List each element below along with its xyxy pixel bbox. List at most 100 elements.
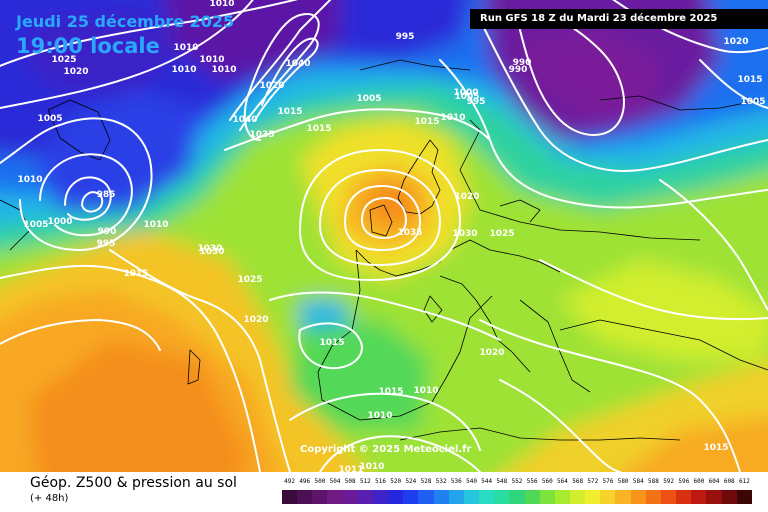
svg-text:1005: 1005 <box>740 97 765 107</box>
color-scale-tick-label: 584 <box>632 478 644 485</box>
color-scale-swatch <box>403 490 419 504</box>
svg-text:1015: 1015 <box>277 107 302 117</box>
color-scale-swatch <box>479 490 495 504</box>
color-scale-swatch <box>706 490 722 504</box>
color-scale-swatch <box>615 490 631 504</box>
color-scale-tick-label: 612 <box>738 478 750 485</box>
forecast-lead-time: (+ 48h) <box>30 493 69 504</box>
svg-text:1020: 1020 <box>243 315 268 325</box>
synoptic-map: 1010 1010 1010 1010 1040 1020 1010 1025 … <box>0 0 768 472</box>
color-scale-swatch <box>554 490 570 504</box>
svg-text:1035: 1035 <box>249 130 274 140</box>
color-scale-tick-label: 552 <box>511 478 523 485</box>
color-scale-swatch <box>494 490 510 504</box>
map-title: Géop. Z500 & pression au sol <box>30 475 237 491</box>
svg-text:1030: 1030 <box>199 247 224 257</box>
color-scale-swatch <box>539 490 555 504</box>
svg-text:990: 990 <box>98 227 117 237</box>
color-scale-swatch <box>372 490 389 504</box>
model-run-banner: Run GFS 18 Z du Mardi 23 décembre 2025 <box>470 9 768 29</box>
svg-text:1035: 1035 <box>397 228 422 238</box>
color-scale-tick-label: 520 <box>390 478 402 485</box>
color-scale-swatch <box>736 490 752 504</box>
color-scale-tick-label: 504 <box>329 478 341 485</box>
svg-text:1010: 1010 <box>209 0 234 9</box>
svg-text:1040: 1040 <box>232 115 257 125</box>
color-scale-tick-label: 516 <box>375 478 386 485</box>
color-scale-tick-label: 500 <box>314 478 326 485</box>
color-scale-tick-label: 572 <box>587 478 599 485</box>
color-scale-tick-label: 576 <box>602 478 614 485</box>
svg-text:1020: 1020 <box>259 81 284 91</box>
color-scale-tick-label: 536 <box>450 478 462 485</box>
color-scale-swatch <box>418 490 434 504</box>
color-scale-swatch <box>660 490 677 504</box>
color-scale-tick-label: 544 <box>481 478 493 485</box>
svg-text:1010: 1010 <box>211 65 236 75</box>
color-scale-swatch <box>645 490 661 504</box>
color-scale-tick-label: 560 <box>541 478 553 485</box>
svg-text:995: 995 <box>97 239 116 249</box>
color-scale-swatch <box>297 490 313 504</box>
color-scale-tick-label: 564 <box>557 478 568 485</box>
color-scale-tick-label: 512 <box>359 478 371 485</box>
svg-text:1030: 1030 <box>452 229 477 239</box>
svg-text:1000: 1000 <box>47 217 72 227</box>
color-scale-tick-label: 492 <box>284 478 295 485</box>
isobars <box>0 0 768 472</box>
svg-text:1030: 1030 <box>197 244 222 254</box>
color-scale-tick-label: 524 <box>405 478 417 485</box>
svg-text:1010: 1010 <box>367 411 392 421</box>
color-scale-swatch <box>676 490 692 504</box>
color-scale-swatch <box>433 490 449 504</box>
color-scale-tick-label: 604 <box>708 478 720 485</box>
color-scale-swatch <box>509 490 525 504</box>
svg-text:1025: 1025 <box>237 275 262 285</box>
svg-text:1025: 1025 <box>51 55 76 65</box>
svg-text:1000: 1000 <box>453 88 478 98</box>
svg-text:1020: 1020 <box>723 37 748 47</box>
svg-text:1015: 1015 <box>737 75 762 85</box>
color-scale-tick-label: 548 <box>496 478 508 485</box>
color-scale-tick-label: 580 <box>617 478 629 485</box>
svg-text:1010: 1010 <box>359 462 384 472</box>
svg-text:1040: 1040 <box>285 59 310 69</box>
color-scale-ticks: 492 496 500 504 508 512 516 520 524 528 532 536 540 5… <box>282 478 752 488</box>
forecast-date: Jeudi 25 décembre 2025 <box>16 12 235 31</box>
color-scale-tick-label: 592 <box>663 478 675 485</box>
color-scale-swatch <box>691 490 707 504</box>
svg-text:1015: 1015 <box>306 124 331 134</box>
svg-text:990: 990 <box>509 65 528 75</box>
color-scale-tick-label: 600 <box>693 478 705 485</box>
color-scale-tick-label: 532 <box>435 478 447 485</box>
color-scale-tick-label: 496 <box>299 478 311 485</box>
svg-text:1015: 1015 <box>703 443 728 453</box>
svg-text:1010: 1010 <box>413 386 438 396</box>
color-scale-swatch <box>630 490 646 504</box>
svg-text:995: 995 <box>396 32 415 42</box>
svg-text:1010: 1010 <box>17 175 42 185</box>
color-scale-tick-label: 568 <box>572 478 584 485</box>
svg-text:1020: 1020 <box>63 67 88 77</box>
svg-text:1010: 1010 <box>440 113 465 123</box>
svg-text:1015: 1015 <box>378 387 403 397</box>
coastlines <box>0 59 768 441</box>
color-scale-tick-label: 556 <box>526 478 538 485</box>
copyright-notice: Copyright © 2025 Meteociel.fr <box>300 444 472 455</box>
color-scale-swatch <box>600 490 616 504</box>
color-scale-swatch <box>388 490 404 504</box>
svg-text:1005: 1005 <box>37 114 62 124</box>
svg-text:990: 990 <box>513 58 532 68</box>
svg-text:1025: 1025 <box>489 229 514 239</box>
svg-text:1020: 1020 <box>479 348 504 358</box>
color-scale-swatch <box>463 490 480 504</box>
svg-text:1010: 1010 <box>199 55 224 65</box>
color-scale-tick-label: 588 <box>648 478 659 485</box>
svg-text:1015: 1015 <box>414 117 439 127</box>
color-scale-tick-label: 596 <box>678 478 690 485</box>
svg-text:985: 985 <box>97 190 116 200</box>
color-scale-tick-label: 528 <box>420 478 432 485</box>
svg-text:1010: 1010 <box>143 220 168 230</box>
color-scale-swatch <box>282 490 298 504</box>
